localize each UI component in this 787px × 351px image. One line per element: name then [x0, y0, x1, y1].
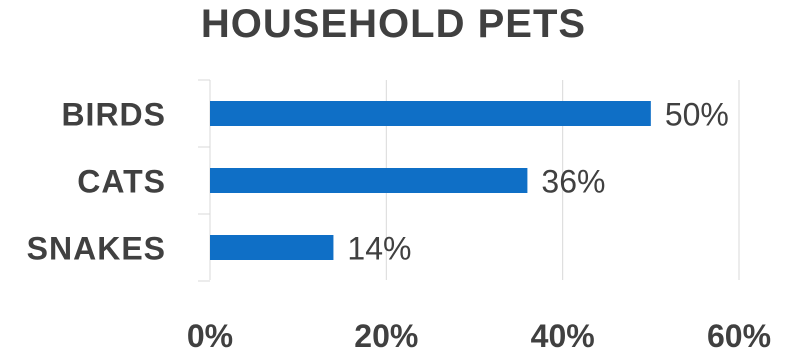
bar-birds — [210, 101, 651, 126]
data-label-snakes: 14% — [347, 231, 411, 267]
category-label-birds: BIRDS — [61, 97, 166, 133]
x-tick-label-2: 40% — [531, 318, 595, 351]
bar-cats — [210, 168, 528, 193]
data-label-cats: 36% — [541, 164, 605, 200]
bar-snakes — [210, 235, 334, 260]
category-label-snakes: SNAKES — [27, 231, 166, 267]
x-tick-label-3: 60% — [707, 318, 771, 351]
x-tick-label-1: 20% — [354, 318, 418, 351]
chart-title: HOUSEHOLD PETS — [200, 2, 587, 46]
data-label-birds: 50% — [665, 97, 729, 133]
x-tick-label-0: 0% — [187, 318, 233, 351]
category-label-cats: CATS — [77, 164, 166, 200]
